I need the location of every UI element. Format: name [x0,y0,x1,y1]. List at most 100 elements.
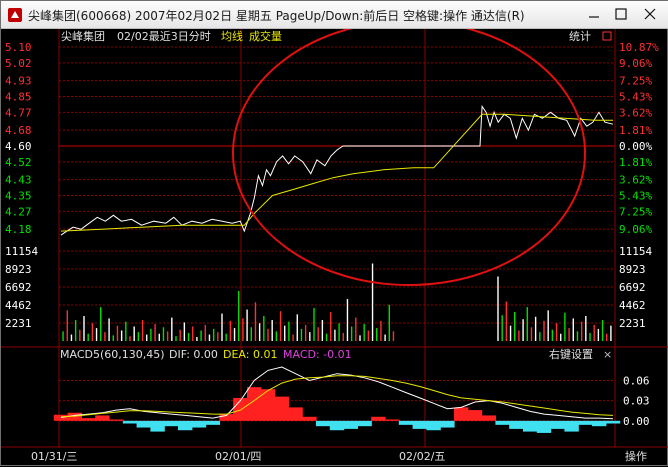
macd-bar [316,420,331,427]
macd-bar [233,397,248,421]
macd-bar [481,415,496,421]
date-label-0: 01/31/三 [31,450,77,463]
percent-tick-label: 5.43% [619,190,652,203]
macd-bar [109,419,124,421]
close-macd-icon[interactable]: × [603,348,612,361]
macd-bar [550,420,565,429]
macd-bar [136,420,151,428]
volume-tick-label-right: 4462 [619,299,646,312]
percent-tick-label: 0.00% [619,140,652,153]
macd-bar [371,416,386,421]
price-tick-label: 4.68 [5,124,32,137]
macd-name: MACD5(60,130,45) [60,348,165,361]
price-tick-label: 4.27 [5,205,32,218]
stock-name: 尖峰集团 [61,29,105,43]
percent-tick-label: 1.81% [619,156,652,169]
macd-tick-label: 0.00 [623,415,650,428]
macd-bar [81,418,96,421]
macd-bar [578,420,593,425]
macd-bar [205,420,220,425]
macd-bar [164,420,179,427]
percent-tick-label: 10.87% [619,41,659,54]
macd-bar [426,420,441,431]
macd-bar [95,415,110,421]
macd-bar [274,396,289,421]
macd-tick-label: 0.03 [623,395,650,408]
macd-bar [454,407,469,421]
date-label-1: 02/01/四 [215,450,261,463]
price-tick-label: 4.93 [5,75,32,88]
volume-bars [62,263,612,341]
percent-tick-label: 5.43% [619,91,652,104]
volume-tick-label: 8923 [5,263,32,276]
macd-bar [440,420,455,428]
macd-bar [357,420,372,427]
percent-tick-label: 9.06% [619,223,652,236]
macd-bar [247,387,262,421]
avg-line-label: 均线 [221,29,243,43]
macd-dea: DEA: 0.01 [223,348,277,361]
percent-tick-label: 9.06% [619,57,652,70]
close-icon[interactable] [635,1,665,28]
macd-bar [523,420,538,432]
axis-labels: 5.10 10.87% 5.02 9.06% 4.93 7.25% 4.85 5.43% 4.7… [5,41,659,428]
app-logo-icon [8,8,22,22]
price-tick-label: 4.43 [5,174,32,187]
minimize-icon[interactable] [579,1,609,28]
price-tick-label: 4.85 [5,91,32,104]
maximize-icon[interactable] [606,1,636,28]
volume-tick-label-right: 6692 [619,281,646,294]
chart-area[interactable]: 5.10 10.87% 5.02 9.06% 4.93 7.25% 4.85 5.43% 4.7… [1,29,668,467]
dea-line [60,375,614,418]
window-title: 尖峰集团(600668) 2007年02月02日 星期五 PageUp/Down… [28,9,525,23]
macd-bar [191,420,207,428]
macd-bar [385,419,400,421]
macd-value: MACD: -0.01 [283,348,352,361]
stats-button[interactable]: 统计 [569,30,591,43]
macd-bar [122,420,138,424]
title-bar[interactable]: 尖峰集团(600668) 2007年02月02日 星期五 PageUp/Down… [1,1,668,29]
action-button[interactable]: 操作 [625,449,647,463]
macd-bar [67,412,82,421]
macd-bar [329,420,345,431]
dif-line [60,366,614,420]
macd-bar [495,420,510,425]
percent-tick-label: 7.25% [619,75,652,88]
avg-price-line [60,113,613,232]
macd-bar [592,420,607,427]
macd-bar [219,414,234,421]
macd-bar [564,420,579,432]
price-tick-label: 4.18 [5,223,32,236]
macd-bar [178,420,193,431]
price-tick-label: 5.10 [5,41,32,54]
macd-bar [398,420,414,425]
volume-tick-label-right: 8923 [619,263,646,276]
macd-dif: DIF: 0.00 [169,348,218,361]
macd-tick-label: 0.06 [623,374,650,387]
macd-bar [302,416,317,421]
right-click-settings[interactable]: 右键设置 [549,347,593,361]
date-label-2: 02/02/五 [399,450,445,463]
percent-tick-label: 3.62% [619,106,652,119]
volume-tick-label: 2231 [5,317,32,330]
price-tick-label: 4.60 [5,140,32,153]
price-tick-label: 5.02 [5,57,32,70]
macd-histogram [53,387,621,433]
price-tick-label: 4.35 [5,190,32,203]
macd-bar [412,420,427,429]
price-tick-label: 4.77 [5,106,32,119]
macd-bar [288,407,303,421]
percent-tick-label: 7.25% [619,205,652,218]
macd-bar [509,420,524,429]
chart-mode: 02/02最近3日分时 [117,30,211,43]
macd-bar [343,420,358,429]
volume-tick-label: 6692 [5,281,32,294]
volume-tick-label: 11154 [5,245,38,258]
percent-tick-label: 1.81% [619,124,652,137]
highlight-circle [232,29,586,286]
macd-bar [260,389,276,421]
stats-box-icon[interactable] [602,31,612,41]
price-line [60,104,614,236]
volume-tick-label: 4462 [5,299,32,312]
